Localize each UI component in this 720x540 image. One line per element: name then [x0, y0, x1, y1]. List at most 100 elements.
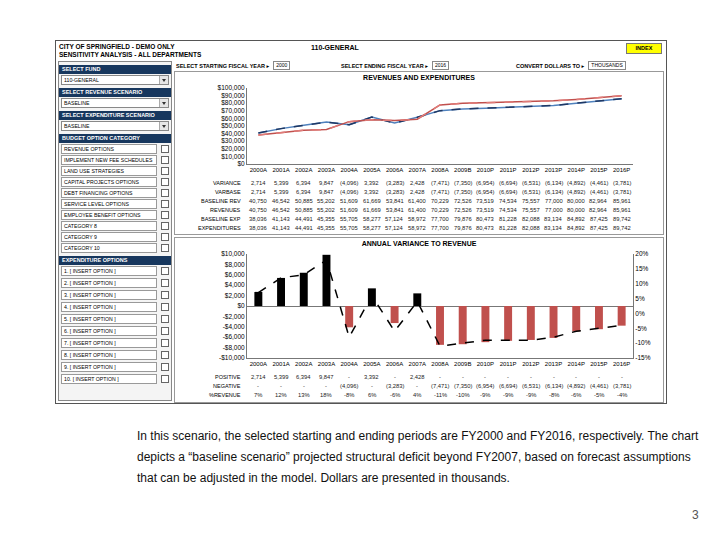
svg-text:-9%: -9%	[526, 392, 536, 398]
svg-text:BASELINE EXP: BASELINE EXP	[201, 216, 241, 222]
svg-text:45,355: 45,355	[317, 225, 335, 231]
svg-text:-: -	[348, 374, 350, 380]
svg-text:2,714: 2,714	[251, 374, 266, 380]
svg-text:$60,000: $60,000	[221, 115, 245, 122]
svg-text:-5%: -5%	[594, 392, 604, 398]
svg-text:-9%: -9%	[503, 392, 513, 398]
svg-text:57,124: 57,124	[385, 225, 404, 231]
svg-text:44,491: 44,491	[295, 216, 313, 222]
svg-text:-15%: -15%	[635, 354, 650, 361]
svg-text:(6,694): (6,694)	[499, 383, 517, 389]
svg-text:-: -	[507, 374, 509, 380]
svg-text:2,428: 2,428	[410, 374, 425, 380]
svg-text:POSITIVE: POSITIVE	[215, 374, 241, 380]
svg-text:3,392: 3,392	[364, 180, 379, 186]
svg-text:80,473: 80,473	[476, 225, 494, 231]
svg-text:$20,000: $20,000	[221, 145, 245, 152]
svg-text:$50,000: $50,000	[221, 122, 245, 129]
svg-text:15%: 15%	[635, 265, 648, 272]
svg-text:-: -	[621, 374, 623, 380]
svg-text:53,841: 53,841	[386, 198, 404, 204]
svg-text:(7,471): (7,471)	[431, 189, 449, 195]
svg-text:(4,892): (4,892)	[567, 189, 585, 195]
svg-text:2002A: 2002A	[295, 167, 312, 173]
svg-text:2006A: 2006A	[386, 167, 403, 173]
svg-text:87,425: 87,425	[590, 216, 608, 222]
svg-text:(3,283): (3,283)	[386, 189, 404, 195]
svg-text:NEGATIVE: NEGATIVE	[213, 383, 241, 389]
svg-text:2009B: 2009B	[454, 361, 471, 367]
svg-text:-: -	[439, 374, 441, 380]
svg-text:$8,000: $8,000	[225, 261, 245, 268]
svg-text:82,088: 82,088	[522, 216, 540, 222]
svg-text:(3,283): (3,283)	[386, 180, 404, 186]
svg-text:2015P: 2015P	[590, 167, 607, 173]
svg-text:-$4,000: -$4,000	[223, 323, 245, 330]
svg-text:$80,000: $80,000	[221, 99, 245, 106]
svg-text:(6,954): (6,954)	[476, 383, 494, 389]
svg-text:46,542: 46,542	[272, 207, 290, 213]
svg-text:2014P: 2014P	[568, 361, 585, 367]
svg-text:81,228: 81,228	[499, 216, 517, 222]
svg-text:55,202: 55,202	[317, 207, 335, 213]
svg-text:53,841: 53,841	[386, 207, 404, 213]
svg-text:82,088: 82,088	[522, 225, 540, 231]
svg-text:84,892: 84,892	[567, 216, 585, 222]
svg-text:41,143: 41,143	[272, 216, 290, 222]
svg-text:-: -	[416, 383, 418, 389]
svg-text:2011P: 2011P	[500, 361, 517, 367]
svg-text:61,669: 61,669	[363, 207, 381, 213]
svg-text:2004A: 2004A	[341, 361, 358, 367]
svg-text:75,557: 75,557	[522, 207, 540, 213]
svg-text:(4,461): (4,461)	[590, 383, 608, 389]
svg-text:2,714: 2,714	[251, 189, 266, 195]
svg-text:7%: 7%	[254, 392, 262, 398]
svg-text:-: -	[280, 383, 282, 389]
svg-text:46,542: 46,542	[272, 198, 290, 204]
svg-text:2013P: 2013P	[545, 167, 562, 173]
svg-text:74,534: 74,534	[499, 198, 518, 204]
svg-text:$0: $0	[237, 160, 245, 167]
svg-text:REVENUES: REVENUES	[210, 207, 241, 213]
svg-text:41,143: 41,143	[272, 225, 290, 231]
svg-text:75,557: 75,557	[522, 198, 540, 204]
svg-text:51,609: 51,609	[340, 198, 358, 204]
svg-text:(4,461): (4,461)	[590, 189, 608, 195]
svg-text:73,519: 73,519	[476, 207, 494, 213]
svg-text:EXPENDITURES: EXPENDITURES	[198, 225, 241, 231]
svg-text:-11%: -11%	[434, 392, 447, 398]
svg-text:2,428: 2,428	[410, 189, 425, 195]
svg-text:18%: 18%	[320, 392, 332, 398]
svg-text:2003A: 2003A	[318, 361, 335, 367]
svg-text:77,700: 77,700	[431, 216, 449, 222]
svg-text:$10,000: $10,000	[221, 250, 245, 257]
svg-text:(4,892): (4,892)	[567, 383, 585, 389]
svg-text:$4,000: $4,000	[225, 281, 245, 288]
svg-text:2002A: 2002A	[295, 361, 312, 367]
svg-text:(6,694): (6,694)	[499, 180, 517, 186]
svg-text:$100,000: $100,000	[218, 84, 245, 91]
svg-text:72,526: 72,526	[454, 207, 472, 213]
svg-text:20%: 20%	[635, 250, 648, 257]
svg-text:$0: $0	[237, 302, 245, 309]
svg-text:(3,283): (3,283)	[386, 383, 404, 389]
svg-text:2007A: 2007A	[409, 167, 426, 173]
svg-text:85,961: 85,961	[613, 207, 631, 213]
svg-text:10%: 10%	[635, 280, 648, 287]
svg-text:58,972: 58,972	[408, 225, 426, 231]
svg-text:-8%: -8%	[549, 392, 559, 398]
svg-text:2010P: 2010P	[477, 361, 494, 367]
svg-text:-: -	[394, 374, 396, 380]
svg-text:9,847: 9,847	[319, 189, 334, 195]
svg-text:-: -	[257, 383, 259, 389]
svg-text:2004A: 2004A	[341, 167, 358, 173]
svg-text:5,399: 5,399	[274, 374, 289, 380]
svg-text:(6,531): (6,531)	[522, 180, 540, 186]
svg-text:87,425: 87,425	[590, 225, 608, 231]
svg-text:2000A: 2000A	[250, 167, 267, 173]
svg-text:82,964: 82,964	[589, 198, 608, 204]
svg-text:(6,694): (6,694)	[499, 189, 517, 195]
svg-text:57,124: 57,124	[385, 216, 404, 222]
svg-text:(6,531): (6,531)	[522, 189, 540, 195]
svg-text:2016P: 2016P	[613, 167, 630, 173]
